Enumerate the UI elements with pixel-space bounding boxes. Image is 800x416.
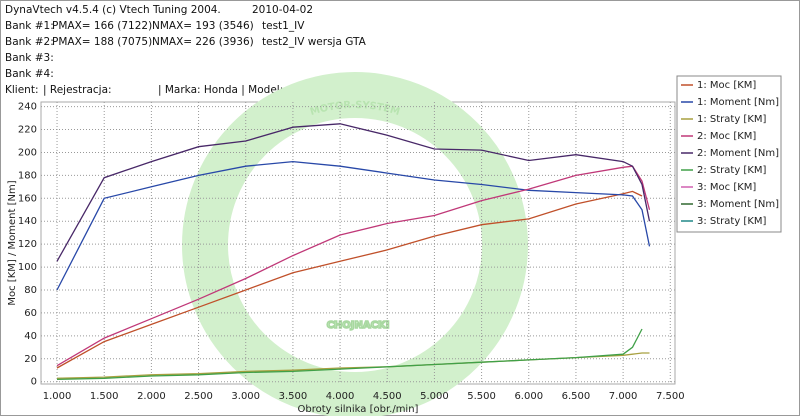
y-tick-label: 0: [31, 377, 37, 388]
x-tick-label: 7.500: [656, 391, 685, 402]
x-tick-label: 2.000: [137, 391, 166, 402]
bank-nmax: NMAX= 193 (3546): [152, 20, 254, 32]
plot-area: [40, 101, 676, 385]
y-axis-label: Moc [KM] / Moment [Nm]: [7, 180, 18, 305]
bank-pmax: PMAX= 166 (7122): [52, 20, 152, 32]
x-tick-label: 7.000: [609, 391, 638, 402]
legend-label: 1: Moc [KM]: [697, 80, 756, 91]
legend-label: 3: Moment [Nm]: [697, 199, 779, 210]
bank-name: test2_IV wersja GTA: [262, 36, 367, 48]
x-tick-label: 5.500: [467, 391, 496, 402]
watermark-text: CHOJNACKI: [327, 320, 390, 331]
y-tick-label: 200: [18, 147, 37, 158]
bank-label: Bank #2:: [5, 36, 54, 48]
y-tick-label: 100: [18, 262, 37, 273]
y-tick-label: 220: [18, 125, 37, 136]
date: 2010-04-02: [252, 4, 313, 16]
x-tick-label: 5.000: [420, 391, 449, 402]
legend-label: 2: Moment [Nm]: [697, 148, 779, 159]
x-tick-label: 1.000: [43, 391, 72, 402]
bank-pmax: PMAX= 188 (7075): [52, 36, 152, 48]
legend-label: 3: Straty [KM]: [697, 216, 767, 227]
legend-label: 2: Moc [KM]: [697, 131, 756, 142]
watermark: MOTOR-SYSTEM CHOJNACKI: [182, 72, 528, 416]
series-line: [56, 328, 643, 381]
y-tick-label: 120: [18, 239, 37, 250]
bank-label: Bank #3:: [5, 52, 54, 64]
x-axis-label: Obroty silnika [obr./min]: [298, 404, 419, 415]
registration-label: | Rejestracja:: [43, 84, 112, 96]
series-line: [56, 160, 651, 291]
watermark-ring: [182, 72, 528, 416]
x-tick-label: 1.500: [90, 391, 119, 402]
x-tick-label: 2.500: [184, 391, 213, 402]
legend-label: 1: Straty [KM]: [697, 114, 767, 125]
bank-nmax: NMAX= 226 (3936): [152, 36, 254, 48]
client-label: Klient:: [5, 84, 39, 96]
x-tick-label: 3.000: [231, 391, 260, 402]
series-line: [56, 123, 651, 262]
bank-name: test1_IV: [262, 20, 305, 32]
y-tick-label: 80: [24, 285, 37, 296]
x-tick-label: 4.000: [326, 391, 355, 402]
y-tick-label: 40: [24, 331, 37, 342]
y-tick-label: 160: [18, 193, 37, 204]
y-tick-label: 140: [18, 216, 37, 227]
app-title: DynaVtech v4.5.4 (c) Vtech Tuning 2004.: [5, 4, 221, 16]
x-tick-label: 3.500: [279, 391, 308, 402]
y-tick-label: 240: [18, 102, 37, 113]
bank-label: Bank #1:: [5, 20, 54, 32]
series-line: [56, 190, 643, 369]
legend-label: 2: Straty [KM]: [697, 165, 767, 176]
x-tick-label: 6.500: [562, 391, 591, 402]
y-tick-label: 20: [24, 354, 37, 365]
legend-label: 1: Moment [Nm]: [697, 97, 779, 108]
y-tick-label: 180: [18, 170, 37, 181]
legend-label: 3: Moc [KM]: [697, 182, 756, 193]
series-line: [56, 165, 651, 367]
bank-label: Bank #4:: [5, 68, 54, 80]
legend-box: [676, 75, 782, 233]
y-tick-label: 60: [24, 308, 37, 319]
x-tick-label: 4.500: [373, 391, 402, 402]
x-tick-label: 6.000: [514, 391, 543, 402]
